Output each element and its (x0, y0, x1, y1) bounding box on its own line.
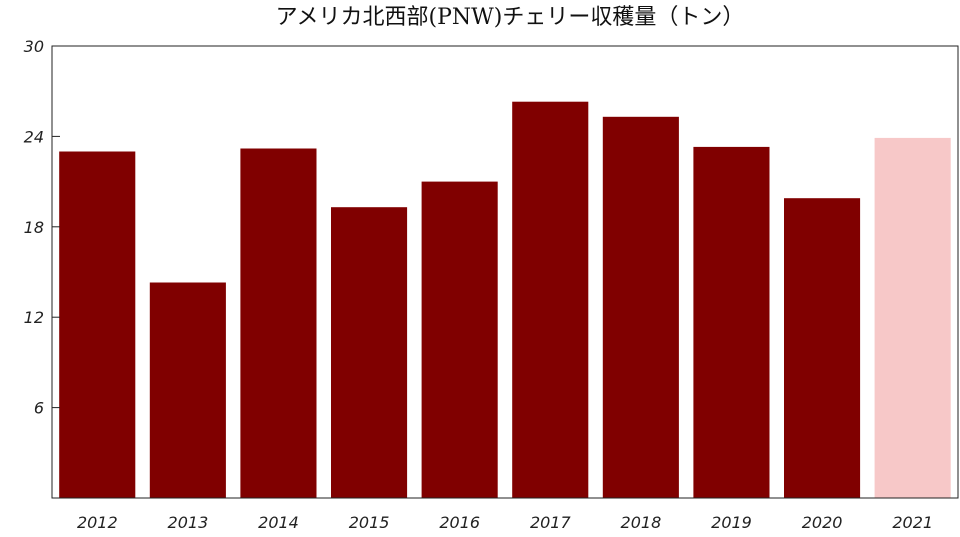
plot-frame (51, 45, 959, 499)
x-tick-label: 2017 (530, 513, 572, 532)
bar-2013 (149, 282, 226, 498)
x-tick-label: 2021 (892, 513, 933, 532)
x-tick-label: 2015 (349, 513, 390, 532)
y-axis: 6 12 18 24 30 (24, 37, 60, 418)
chart-title: アメリカ北西部(PNW)チェリー収穫量（トン） (276, 5, 745, 30)
y-tick-label: 6 (34, 399, 44, 418)
y-tick-label: 12 (24, 308, 44, 327)
bar-2019 (693, 146, 770, 498)
bar-2018 (602, 116, 679, 499)
bar-2021 (874, 137, 951, 498)
x-axis: 2012 2013 2014 2015 2016 2017 2018 2019 2020 2021 (77, 513, 933, 532)
x-tick-label: 2019 (711, 513, 752, 532)
bar-2020 (784, 198, 861, 498)
x-tick-label: 2014 (258, 513, 299, 532)
bar-2017 (512, 101, 589, 498)
y-tick-label: 30 (24, 37, 44, 56)
bar-2015 (331, 207, 408, 498)
x-tick-label: 2012 (77, 513, 118, 532)
bars-group (59, 101, 951, 499)
y-tick-label: 18 (24, 218, 44, 237)
x-tick-label: 2016 (439, 513, 480, 532)
x-tick-label: 2020 (802, 513, 843, 532)
bar-2012 (59, 151, 136, 498)
x-tick-label: 2018 (621, 513, 662, 532)
x-tick-label: 2013 (168, 513, 209, 532)
bar-2016 (421, 181, 498, 498)
bar-2014 (240, 148, 317, 498)
y-tick-label: 24 (24, 127, 44, 146)
